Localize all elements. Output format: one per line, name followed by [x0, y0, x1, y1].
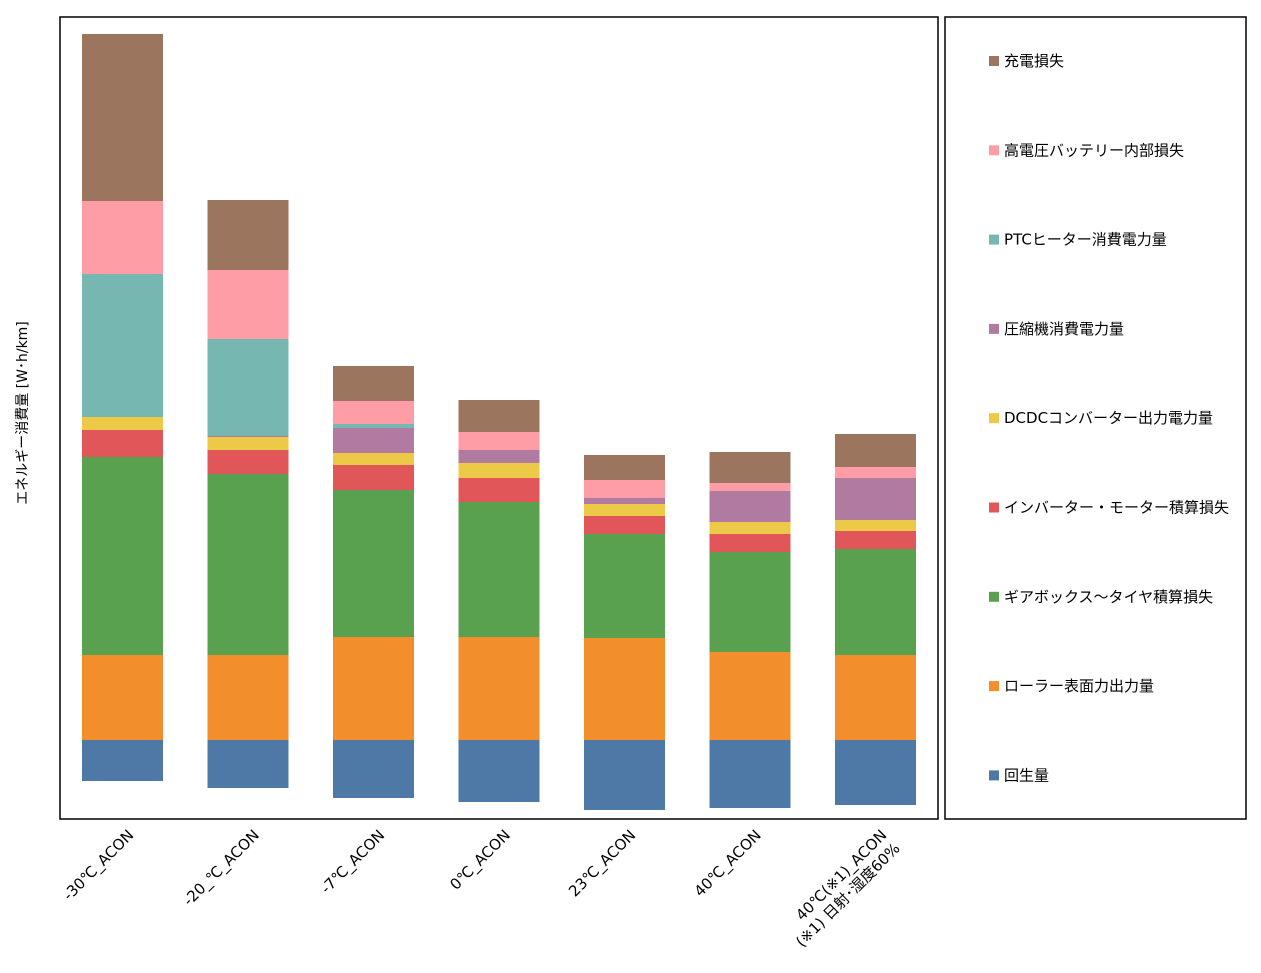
- x-tick-label: -20_℃_ACON: [180, 826, 264, 910]
- bar-segment-series-2: [584, 516, 665, 534]
- plot-area-frame: [59, 16, 939, 820]
- bar-segment-series-6: [584, 480, 665, 498]
- bar-segment-series-0: [458, 637, 540, 740]
- bar-segment-series-3: [333, 453, 414, 465]
- bar-segment-series-4: [207, 436, 289, 437]
- bar-segment-regen: [709, 740, 791, 808]
- bar-segment-series-3: [835, 520, 916, 531]
- legend-label: 圧縮機消費電力量: [1004, 320, 1124, 338]
- bar-segment-series-2: [709, 534, 791, 552]
- legend-label: ギアボックス～タイヤ積算損失: [1004, 588, 1213, 606]
- bar-segment-series-0: [835, 655, 916, 740]
- x-tick-label: 23℃_ACON: [565, 826, 640, 901]
- bar-segment-series-3: [709, 522, 791, 534]
- bar-segment-series-2: [207, 450, 289, 474]
- bar-segment-series-6: [709, 483, 791, 491]
- x-tick-label-line: -30℃_ACON: [59, 826, 138, 905]
- bar-segment-regen: [207, 740, 289, 788]
- bar-segment-series-6: [835, 467, 916, 478]
- bar-segment-series-0: [584, 638, 665, 740]
- bar-segment-series-0: [82, 655, 163, 740]
- legend-swatch: [989, 56, 999, 66]
- bar-segment-series-1: [333, 490, 414, 637]
- bar-segment-series-7: [835, 434, 916, 467]
- legend-swatch: [989, 234, 999, 245]
- x-tick-label-line: 23℃_ACON: [565, 826, 640, 901]
- bar-segment-series-2: [82, 430, 163, 457]
- bars-layer: [82, 34, 916, 810]
- x-tick-labels: -30℃_ACON -20_℃_ACON -7℃_ACON 0℃_ACON 23℃_AC…: [59, 826, 903, 951]
- bar-segment-series-3: [458, 463, 540, 478]
- x-tick-label-line: -20_℃_ACON: [180, 826, 264, 910]
- bar-segment-series-3: [207, 437, 289, 450]
- bar-segment-series-7: [709, 452, 791, 483]
- legend-swatch: [989, 502, 999, 513]
- bar-segment-series-1: [82, 457, 163, 655]
- legend-label: DCDCコンバーター出力電力量: [1004, 409, 1213, 427]
- bar-segment-series-4: [458, 450, 540, 463]
- bar-segment-regen: [584, 740, 665, 810]
- x-tick-label: -30℃_ACON: [59, 826, 138, 905]
- bar-segment-series-6: [82, 201, 163, 274]
- x-tick-label: 0℃_ACON: [446, 826, 514, 894]
- bar-segment-series-6: [458, 432, 540, 450]
- legend-swatch: [989, 681, 999, 692]
- legend-swatch: [989, 145, 999, 156]
- bar-segment-series-7: [207, 200, 289, 270]
- legend-swatch: [989, 591, 999, 602]
- x-tick-label: -7℃_ACON: [317, 826, 389, 898]
- bar-segment-series-4: [835, 478, 916, 520]
- legend-swatch: [989, 413, 999, 424]
- x-tick-label-line: 0℃_ACON: [446, 826, 514, 894]
- bar-segment-series-1: [709, 552, 791, 652]
- legend-frame: [944, 16, 1247, 820]
- legend-label: 充電損失: [1004, 52, 1064, 70]
- bar-segment-regen: [458, 740, 540, 802]
- bar-segment-series-2: [458, 478, 540, 502]
- bar-segment-series-2: [333, 465, 414, 490]
- y-axis-title: エネルギー消費量 [W･h/km]: [15, 321, 31, 505]
- bar-segment-series-5: [82, 274, 163, 417]
- bar-segment-series-2: [835, 531, 916, 549]
- legend-label: ローラー表面力出力量: [1004, 677, 1154, 695]
- bar-segment-series-7: [458, 400, 540, 432]
- legend-label: 回生量: [1004, 766, 1049, 784]
- x-tick-label: 40℃_ACON: [691, 826, 766, 901]
- bar-segment-series-7: [82, 34, 163, 201]
- bar-segment-regen: [333, 740, 414, 798]
- bar-segment-series-6: [333, 401, 414, 424]
- bar-segment-series-0: [709, 652, 791, 740]
- bar-segment-series-1: [207, 474, 289, 655]
- legend-label: PTCヒーター消費電力量: [1004, 231, 1167, 249]
- legend-swatch: [989, 770, 999, 781]
- bar-segment-series-4: [333, 428, 414, 453]
- bar-segment-series-6: [207, 270, 289, 339]
- bar-segment-series-0: [333, 637, 414, 740]
- bar-segment-series-7: [584, 455, 665, 480]
- legend-label: インバーター・モーター積算損失: [1004, 499, 1229, 517]
- bar-segment-series-5: [207, 339, 289, 436]
- legend-label: 高電圧バッテリー内部損失: [1004, 141, 1184, 159]
- bar-segment-series-1: [584, 534, 665, 638]
- x-tick-label-line: -7℃_ACON: [317, 826, 389, 898]
- legend-swatch: [989, 323, 999, 334]
- bar-segment-series-3: [82, 417, 163, 430]
- bar-segment-regen: [82, 740, 163, 781]
- x-tick-label: 40℃(※1)_ACON(※1) 日射･湿度60%: [779, 826, 904, 951]
- bar-segment-series-3: [584, 504, 665, 516]
- bar-segment-regen: [835, 740, 916, 805]
- bar-segment-series-4: [709, 491, 791, 522]
- bar-segment-series-5: [333, 424, 414, 428]
- x-tick-label-line: 40℃_ACON: [691, 826, 766, 901]
- bar-segment-series-0: [207, 655, 289, 740]
- bar-segment-series-1: [835, 549, 916, 655]
- bar-segment-series-4: [584, 498, 665, 504]
- bar-segment-series-1: [458, 502, 540, 637]
- bar-segment-series-7: [333, 366, 414, 401]
